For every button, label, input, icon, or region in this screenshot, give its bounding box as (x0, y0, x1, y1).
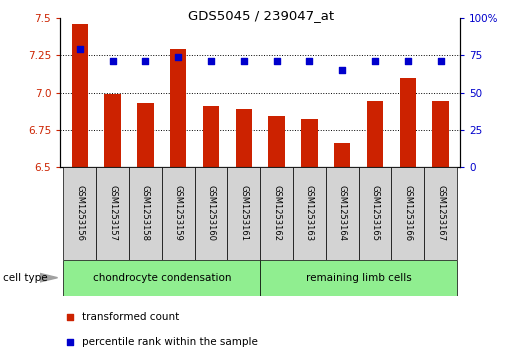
Point (66, 339, 74, 344)
Point (371, 58, 379, 64)
Text: GSM1253166: GSM1253166 (403, 185, 412, 241)
Bar (162, 167, 195, 260)
Bar (367, 102, 383, 167)
Point (305, 58, 314, 64)
Point (108, 58, 117, 64)
Text: GSM1253159: GSM1253159 (174, 185, 183, 241)
Bar (235, 109, 252, 167)
Point (272, 58, 281, 64)
Bar (63, 260, 260, 296)
Point (141, 58, 150, 64)
Text: remaining limb cells: remaining limb cells (306, 273, 412, 283)
Polygon shape (40, 273, 58, 282)
Bar (72, 24, 88, 167)
Point (338, 68, 346, 73)
Bar (203, 106, 219, 167)
Bar (170, 49, 186, 167)
Text: GSM1253156: GSM1253156 (75, 185, 84, 241)
Text: GSM1253157: GSM1253157 (108, 185, 117, 241)
Text: GSM1253161: GSM1253161 (240, 185, 248, 241)
Bar (400, 78, 416, 167)
Bar (129, 167, 162, 260)
Bar (63, 167, 96, 260)
Bar (260, 260, 457, 296)
Bar (433, 102, 449, 167)
Bar (137, 103, 154, 167)
Text: GSM1253160: GSM1253160 (207, 185, 215, 241)
Bar (301, 119, 317, 167)
Bar (105, 94, 121, 167)
Text: GSM1253164: GSM1253164 (338, 185, 347, 241)
Bar (228, 167, 260, 260)
Text: GDS5045 / 239047_at: GDS5045 / 239047_at (188, 9, 335, 22)
Point (207, 58, 215, 64)
Bar (268, 117, 285, 167)
Bar (326, 167, 359, 260)
Text: GSM1253163: GSM1253163 (305, 185, 314, 241)
Text: GSM1253167: GSM1253167 (436, 185, 445, 241)
Bar (334, 143, 350, 167)
Bar (96, 167, 129, 260)
Point (66, 314, 74, 320)
Bar (359, 167, 391, 260)
Text: percentile rank within the sample: percentile rank within the sample (82, 337, 258, 347)
Text: GSM1253165: GSM1253165 (370, 185, 380, 241)
Point (436, 58, 445, 64)
Bar (293, 167, 326, 260)
Text: cell type: cell type (3, 273, 47, 283)
Bar (195, 167, 228, 260)
Text: GSM1253162: GSM1253162 (272, 185, 281, 241)
Bar (391, 167, 424, 260)
Text: transformed count: transformed count (82, 312, 179, 322)
Point (404, 58, 412, 64)
Point (240, 58, 248, 64)
Text: chondrocyte condensation: chondrocyte condensation (93, 273, 231, 283)
Point (174, 54, 183, 60)
Bar (260, 167, 293, 260)
Point (76, 46, 84, 52)
Bar (424, 167, 457, 260)
Text: GSM1253158: GSM1253158 (141, 185, 150, 241)
